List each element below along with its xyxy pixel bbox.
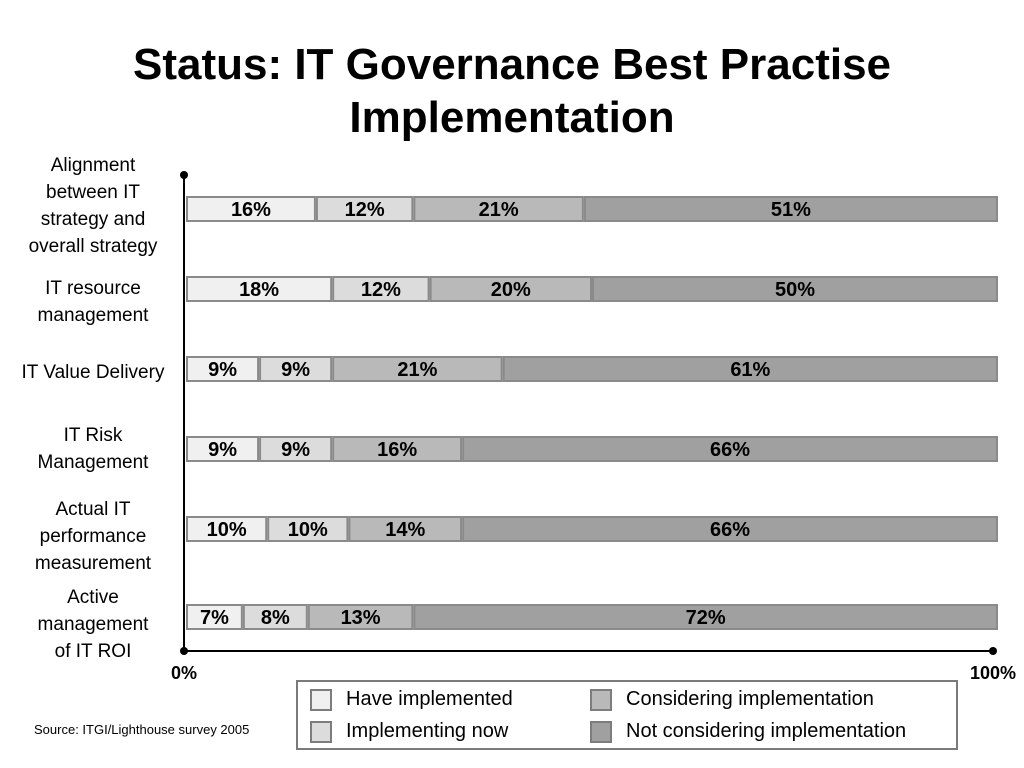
legend-swatch-implementing-now xyxy=(310,720,332,743)
category-label-4: IT Risk Management xyxy=(0,422,186,476)
bar-segment-row6-series4 xyxy=(413,604,998,630)
chart-title-line-1: Status: IT Governance Best Practise xyxy=(132,40,892,89)
data-label-row2-series3: 20% xyxy=(491,279,531,301)
x-tick-label-100: 100% xyxy=(970,663,1016,683)
data-label-row1-series1: 16% xyxy=(231,199,271,221)
bar-segment-row3-series3 xyxy=(332,356,503,382)
category-label-3: IT Value Delivery xyxy=(0,359,186,386)
bar-segment-row6-series1 xyxy=(186,604,243,630)
bar-segment-row3-series4 xyxy=(502,356,998,382)
data-label-row4-series2: 9% xyxy=(281,439,310,461)
data-label-row4-series4: 66% xyxy=(710,439,750,461)
legend-label-implementing-now: Implementing now xyxy=(346,720,509,742)
category-label-1-line-4: overall strategy xyxy=(28,236,158,257)
category-label-1-line-2: between IT xyxy=(46,182,140,203)
bar-segment-row2-series4 xyxy=(592,276,998,302)
data-label-row3-series4: 61% xyxy=(730,359,770,381)
legend-item-not-considering-implementation: Not considering implementation xyxy=(590,720,906,743)
bar-segment-row3-series1 xyxy=(186,356,260,382)
category-label-1: Alignment between IT strategy and overall s… xyxy=(0,152,186,260)
bar-segment-row2-series3 xyxy=(429,276,592,302)
bar-segment-row1-series3 xyxy=(413,196,584,222)
category-label-6-line-1: Active xyxy=(67,586,119,608)
bar-segment-row6-series2 xyxy=(242,604,308,630)
bar-segment-row2-series2 xyxy=(332,276,430,302)
category-label-4-line-2: Management xyxy=(37,452,149,473)
category-label-1-line-1: Alignment xyxy=(50,155,136,176)
category-label-5-line-1: Actual IT xyxy=(55,498,131,520)
chart-title-line-2: Implementation xyxy=(349,93,675,142)
legend: Have implemented Implementing now Consid… xyxy=(296,680,958,750)
source-note: Source: ITGI/Lighthouse survey 2005 xyxy=(34,722,250,737)
x-axis-end-dot xyxy=(989,647,997,655)
x-tick-label-0: 0% xyxy=(171,663,197,683)
bar-segment-row5-series4 xyxy=(462,516,998,542)
legend-label-not-considering-implementation: Not considering implementation xyxy=(626,720,907,742)
data-label-row6-series1: 7% xyxy=(200,607,229,629)
category-label-5-line-3: measurement xyxy=(34,552,152,574)
data-label-row6-series2: 8% xyxy=(261,607,290,629)
data-label-row2-series4: 50% xyxy=(775,279,815,301)
data-label-row4-series3: 16% xyxy=(377,439,417,461)
category-label-3-line-1: IT Value Delivery xyxy=(21,361,165,383)
bar-segment-row3-series2 xyxy=(259,356,333,382)
data-label-row6-series4: 72% xyxy=(686,607,726,629)
bar-segment-row5-series3 xyxy=(348,516,463,542)
category-label-2-line-2: management xyxy=(37,305,149,326)
data-label-row3-series3: 21% xyxy=(397,359,437,381)
bar-segment-row4-series1 xyxy=(186,436,260,462)
y-axis-end-dot xyxy=(180,171,188,179)
bar-segment-row1-series1 xyxy=(186,196,316,222)
data-label-row1-series3: 21% xyxy=(479,199,519,221)
bar-segment-row2-series1 xyxy=(186,276,333,302)
axis-origin-dot xyxy=(180,647,188,655)
category-label-6-line-3: of IT ROI xyxy=(54,640,132,662)
chart-title: Status: IT Governance Best Practise Impl… xyxy=(0,38,1024,144)
legend-item-have-implemented: Have implemented xyxy=(310,688,513,711)
bar-segment-row5-series1 xyxy=(186,516,268,542)
category-label-5: Actual IT performance measurement xyxy=(0,496,186,577)
data-label-row4-series1: 9% xyxy=(208,439,237,461)
data-label-row1-series2: 12% xyxy=(345,199,385,221)
legend-swatch-considering-implementation xyxy=(590,688,612,711)
bar-segment-row6-series3 xyxy=(307,604,414,630)
data-label-row6-series3: 13% xyxy=(341,607,381,629)
bar-segment-row4-series3 xyxy=(332,436,463,462)
data-label-row3-series1: 9% xyxy=(208,359,237,381)
legend-label-have-implemented: Have implemented xyxy=(346,688,513,710)
data-label-row5-series2: 10% xyxy=(288,519,328,541)
category-label-2-line-1: IT resource xyxy=(45,278,141,299)
category-label-6-line-2: management xyxy=(37,613,149,635)
category-label-6: Active management of IT ROI xyxy=(0,584,186,665)
bar-segment-row4-series2 xyxy=(259,436,333,462)
data-label-row2-series1: 18% xyxy=(239,279,279,301)
category-label-1-line-3: strategy and xyxy=(40,209,146,230)
category-label-4-line-1: IT Risk xyxy=(63,425,123,446)
legend-item-considering-implementation: Considering implementation xyxy=(590,688,874,711)
bar-segment-row4-series4 xyxy=(462,436,998,462)
legend-swatch-have-implemented xyxy=(310,688,332,711)
category-label-2: IT resource management xyxy=(0,275,186,329)
data-label-row3-series2: 9% xyxy=(281,359,310,381)
bar-segment-row1-series4 xyxy=(583,196,998,222)
data-label-row1-series4: 51% xyxy=(771,199,811,221)
legend-swatch-not-considering-implementation xyxy=(590,720,612,743)
legend-label-considering-implementation: Considering implementation xyxy=(626,688,874,710)
legend-item-implementing-now: Implementing now xyxy=(310,720,508,743)
data-label-row2-series2: 12% xyxy=(361,279,401,301)
category-label-5-line-2: performance xyxy=(39,525,147,547)
bar-segment-row1-series2 xyxy=(315,196,414,222)
data-label-row5-series1: 10% xyxy=(207,519,247,541)
data-label-row5-series4: 66% xyxy=(710,519,750,541)
bar-segment-row5-series2 xyxy=(267,516,349,542)
data-label-row5-series3: 14% xyxy=(385,519,425,541)
